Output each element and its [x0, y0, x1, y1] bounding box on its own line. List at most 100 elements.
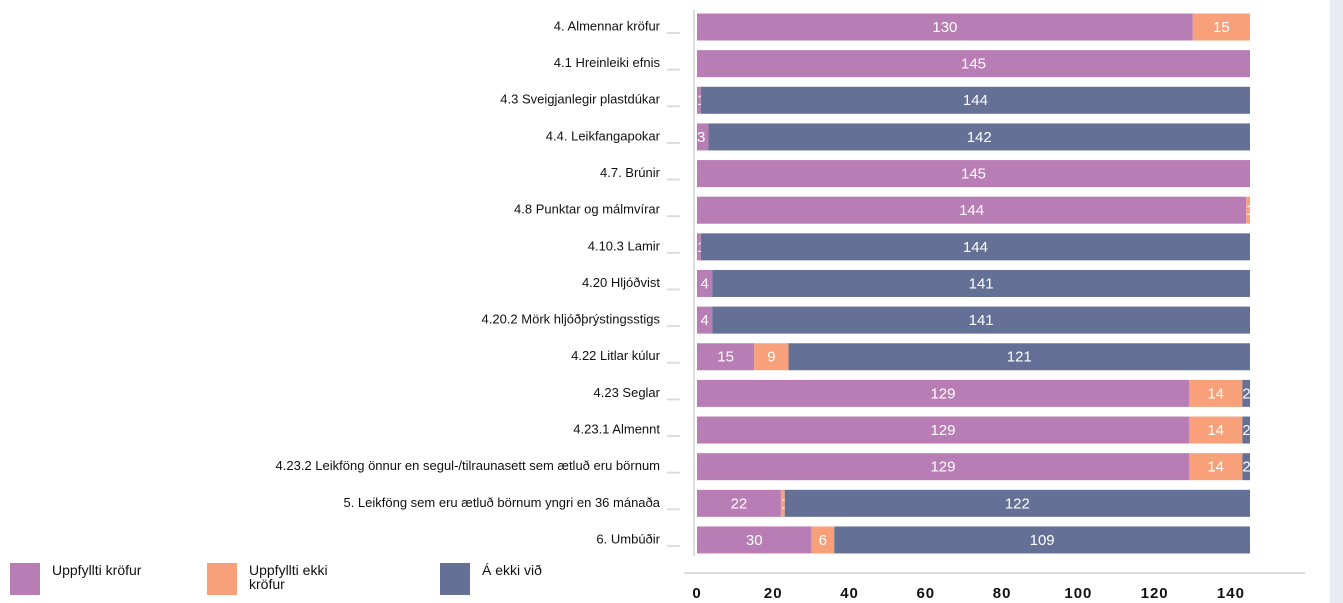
legend-item: Á ekki við — [440, 563, 592, 595]
bar-label: 121 — [1007, 349, 1032, 366]
bar-label: 3 — [697, 129, 705, 146]
category-label: 5. Leikföng sem eru ætluð börnum yngri e… — [343, 495, 660, 510]
category-label: 4.22 Litlar kúlur — [571, 348, 661, 363]
bar-label: 22 — [731, 495, 748, 512]
bar-segment — [834, 526, 1250, 554]
category-label: 4.1 Hreinleiki efnis — [554, 55, 661, 70]
bar-segment — [712, 306, 1250, 334]
legend-label: Á ekki við — [482, 562, 542, 578]
category-label: 4.8 Punktar og málmvírar — [514, 202, 661, 217]
x-tick-label: 80 — [993, 585, 1012, 602]
bar-label: 4 — [700, 312, 708, 329]
bar-segment — [697, 13, 1193, 41]
x-tick-label: 0 — [692, 585, 701, 602]
category-label: 6. Umbúðir — [596, 531, 660, 546]
bar-label: 9 — [767, 349, 775, 366]
bar-segment — [700, 86, 1250, 114]
bar-segment — [712, 269, 1250, 297]
bar-segment — [811, 526, 835, 554]
bar-label: 122 — [1005, 495, 1030, 512]
bar-segment — [784, 489, 1250, 517]
bar-label: 141 — [969, 275, 994, 292]
bar-segment — [1188, 453, 1243, 481]
bar-label: 144 — [963, 92, 988, 109]
legend-swatch — [207, 563, 237, 595]
side-strip — [1330, 0, 1343, 603]
bar-label: 14 — [1207, 422, 1224, 439]
legend-label: Uppfyllti kröfur — [52, 562, 142, 578]
legend-swatch — [10, 563, 40, 595]
bar-label: 129 — [930, 422, 955, 439]
category-label: 4.4. Leikfangapokar — [546, 128, 661, 143]
bar-label: 1 — [1246, 202, 1254, 219]
bar-label: 15 — [1213, 19, 1230, 36]
bar-label: 144 — [963, 239, 988, 256]
bar-label: 2 — [1242, 422, 1250, 439]
bar-segment — [697, 379, 1189, 407]
legend-item: Uppfyllti ekki kröfur — [207, 563, 359, 595]
bar-segment — [700, 233, 1250, 261]
x-tick-label: 120 — [1141, 585, 1169, 602]
bar-label: 130 — [932, 19, 957, 36]
legend-label: Uppfyllti ekki kröfur — [249, 562, 328, 592]
bar-segment — [780, 489, 785, 517]
category-label: 4.23 Seglar — [594, 385, 661, 400]
bar-label: 129 — [930, 459, 955, 476]
bar-label: 142 — [967, 129, 992, 146]
bar-label: 141 — [969, 312, 994, 329]
bar-segment — [708, 123, 1250, 151]
bar-label: 109 — [1030, 532, 1055, 549]
bar-segment — [697, 416, 1189, 444]
bar-segment — [697, 526, 812, 554]
x-tick-label: 60 — [916, 585, 935, 602]
bar-label: 4 — [700, 275, 708, 292]
category-label: 4.3 Sveigjanlegir plastdúkar — [500, 92, 660, 107]
bar-segment — [697, 196, 1247, 224]
x-tick-label: 20 — [764, 585, 783, 602]
bar-label: 14 — [1207, 385, 1224, 402]
bar-segment — [1188, 416, 1243, 444]
category-label: 4.23.2 Leikföng önnur en segul-/tilrauna… — [276, 458, 660, 473]
bar-segment — [697, 269, 713, 297]
category-label: 4. Almennar kröfur — [554, 18, 661, 33]
x-tick-label: 100 — [1064, 585, 1092, 602]
x-tick-label: 140 — [1217, 585, 1245, 602]
bar-segment — [1242, 453, 1250, 481]
category-label: 4.20 Hljóðvist — [582, 275, 660, 290]
bar-label: 145 — [961, 166, 986, 183]
bar-segment — [697, 306, 713, 334]
category-label: 4.7. Brúnir — [600, 165, 661, 180]
bar-segment — [1188, 379, 1243, 407]
bar-segment — [697, 50, 1250, 78]
category-label: 4.10.3 Lamir — [588, 238, 661, 253]
bar-label: 144 — [959, 202, 984, 219]
bar-label: 14 — [1207, 459, 1224, 476]
bar-segment — [697, 343, 755, 371]
bar-label: 6 — [819, 532, 827, 549]
bar-segment — [1242, 416, 1250, 444]
bar-segment — [697, 123, 709, 151]
legend-item: Uppfyllti kröfur — [10, 563, 162, 595]
bar-segment — [697, 233, 701, 261]
bar-label: 2 — [1242, 459, 1250, 476]
bar-label: 2 — [1242, 385, 1250, 402]
legend-swatch — [440, 563, 470, 595]
bar-segment — [697, 86, 701, 114]
bar-segment — [1192, 13, 1250, 41]
bar-segment — [697, 489, 781, 517]
bar-segment — [697, 160, 1250, 188]
category-label: 4.23.1 Almennt — [573, 421, 660, 436]
category-label: 4.20.2 Mörk hljóðþrýstingsstigs — [482, 312, 661, 327]
bar-segment — [1246, 196, 1250, 224]
bar-label: 15 — [717, 349, 734, 366]
bar-segment — [697, 453, 1189, 481]
bar-label: 30 — [746, 532, 763, 549]
bar-segment — [788, 343, 1250, 371]
bar-label: 145 — [961, 56, 986, 73]
bar-segment — [1242, 379, 1250, 407]
bar-segment — [754, 343, 789, 371]
x-tick-label: 40 — [840, 585, 859, 602]
bar-label: 129 — [930, 385, 955, 402]
